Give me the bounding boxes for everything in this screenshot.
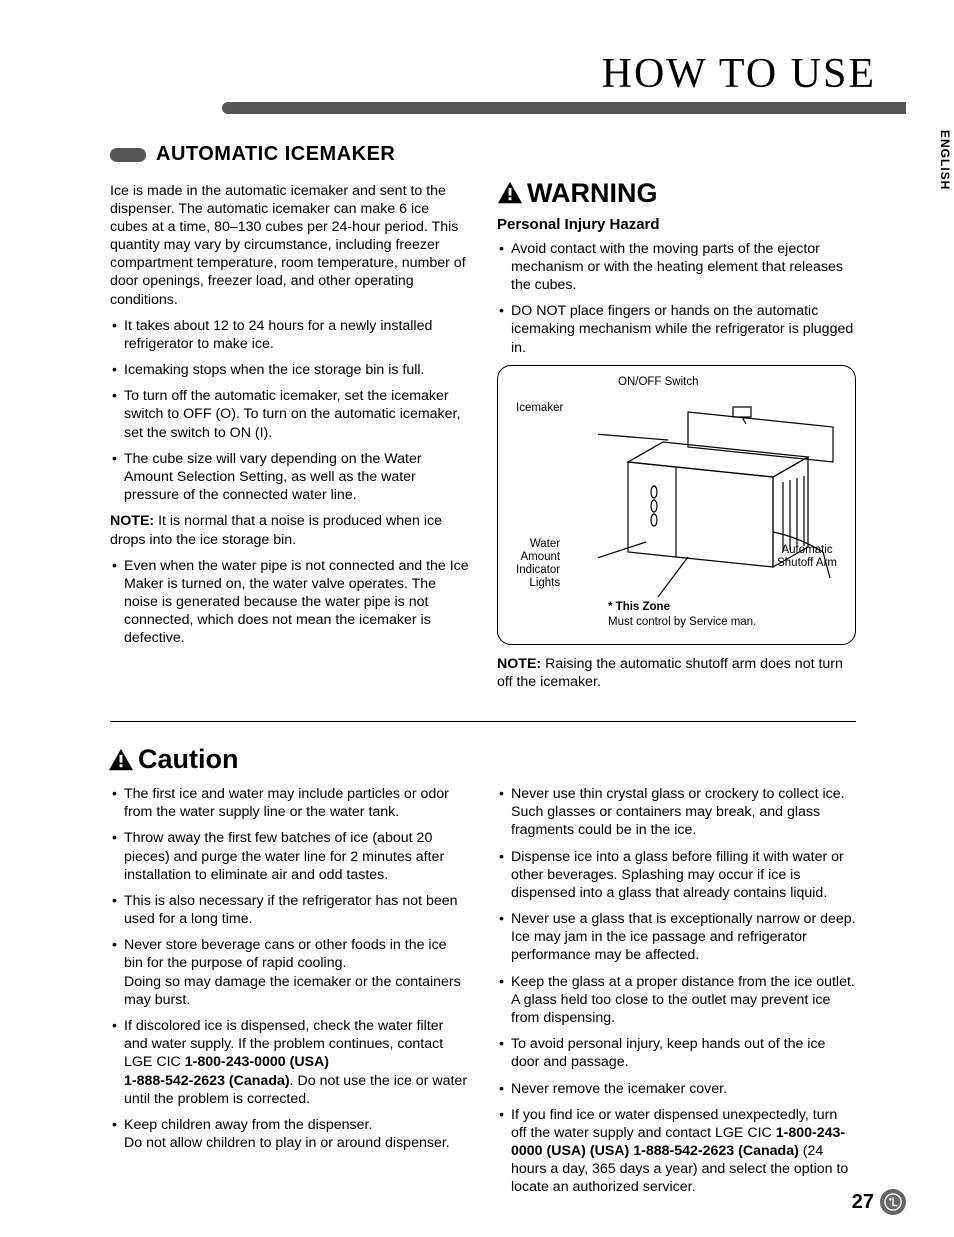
page-footer: 27: [852, 1189, 906, 1215]
note-text: It is normal that a noise is produced wh…: [110, 513, 442, 547]
icemaker-diagram: ON/OFF Switch Icemaker Water Amount Indi…: [497, 365, 856, 645]
header-rule: [148, 102, 906, 114]
diagram-label-water: Water Amount Indicator Lights: [516, 538, 560, 591]
list-item: Even when the water pipe is not connecte…: [110, 557, 469, 648]
list-item: Never use a glass that is exceptionally …: [497, 910, 856, 965]
page-title: HOW TO USE: [48, 50, 906, 98]
this-zone-text: Must control by Service man.: [608, 616, 756, 628]
warning-subhead: Personal Injury Hazard: [497, 215, 856, 234]
bullet-list-1: It takes about 12 to 24 hours for a newl…: [110, 317, 469, 505]
diagram-this-zone: * This Zone Must control by Service man.: [608, 600, 756, 629]
list-item: Keep the glass at a proper distance from…: [497, 973, 856, 1028]
right-column: WARNING Personal Injury Hazard Avoid con…: [497, 142, 856, 699]
lg-logo-icon: [880, 1189, 906, 1215]
phone-canada: 1-888-542-2623 (Canada): [124, 1073, 290, 1089]
section-bullet-icon: [110, 148, 146, 162]
bullet-list-2: Even when the water pipe is not connecte…: [110, 557, 469, 648]
list-item: DO NOT place fingers or hands on the aut…: [497, 302, 856, 357]
list-item-phone: If discolored ice is dispensed, check th…: [110, 1017, 469, 1108]
note-text: Raising the automatic shutoff arm does n…: [497, 656, 843, 690]
list-item: Icemaking stops when the ice storage bin…: [110, 361, 469, 379]
list-item: Never store beverage cans or other foods…: [110, 936, 469, 1009]
list-item: The first ice and water may include part…: [110, 785, 469, 821]
warning-triangle-icon: [497, 181, 523, 205]
list-item: The cube size will vary depending on the…: [110, 450, 469, 505]
list-item: Keep children away from the dispenser. D…: [110, 1116, 469, 1152]
left-column: AUTOMATIC ICEMAKER Ice is made in the au…: [110, 142, 469, 699]
list-item-phone: If you find ice or water dispensed unexp…: [497, 1106, 856, 1197]
diagram-label-onoff: ON/OFF Switch: [618, 376, 699, 389]
list-item: To avoid personal injury, keep hands out…: [497, 1035, 856, 1071]
list-item: Dispense ice into a glass before filling…: [497, 848, 856, 903]
warning-note: NOTE: Raising the automatic shutoff arm …: [497, 655, 856, 691]
caution-section: Caution The first ice and water may incl…: [110, 744, 856, 1204]
list-item: It takes about 12 to 24 hours for a newl…: [110, 317, 469, 353]
section-title: AUTOMATIC ICEMAKER: [156, 142, 395, 168]
phone-usa: 1-800-243-0000 (USA): [185, 1054, 329, 1070]
caution-left: The first ice and water may include part…: [110, 785, 469, 1204]
diagram-label-icemaker: Icemaker: [516, 402, 563, 415]
language-tab: ENGLISH: [938, 130, 952, 190]
note-label: NOTE:: [497, 656, 541, 672]
list-item: Never remove the icemaker cover.: [497, 1080, 856, 1098]
caution-right: Never use thin crystal glass or crockery…: [497, 785, 856, 1204]
divider: [110, 721, 856, 722]
phone-canada: (USA) 1-888-542-2623 (Canada): [590, 1143, 799, 1159]
note-label: NOTE:: [110, 513, 154, 529]
warning-triangle-icon: [108, 748, 134, 772]
list-item: To turn off the automatic icemaker, set …: [110, 387, 469, 442]
list-item: Throw away the first few batches of ice …: [110, 829, 469, 884]
warning-bullets: Avoid contact with the moving parts of t…: [497, 240, 856, 357]
warning-title: WARNING: [527, 176, 658, 211]
caution-title: Caution: [138, 744, 239, 775]
note-1: NOTE: It is normal that a noise is produ…: [110, 512, 469, 548]
list-item: This is also necessary if the refrigerat…: [110, 892, 469, 928]
intro-paragraph: Ice is made in the automatic icemaker an…: [110, 182, 469, 309]
icemaker-illustration: [598, 402, 848, 602]
this-zone-label: * This Zone: [608, 601, 670, 613]
warning-heading: WARNING: [497, 176, 856, 211]
page-number: 27: [852, 1191, 874, 1214]
list-item: Never use thin crystal glass or crockery…: [497, 785, 856, 840]
list-item: Avoid contact with the moving parts of t…: [497, 240, 856, 295]
